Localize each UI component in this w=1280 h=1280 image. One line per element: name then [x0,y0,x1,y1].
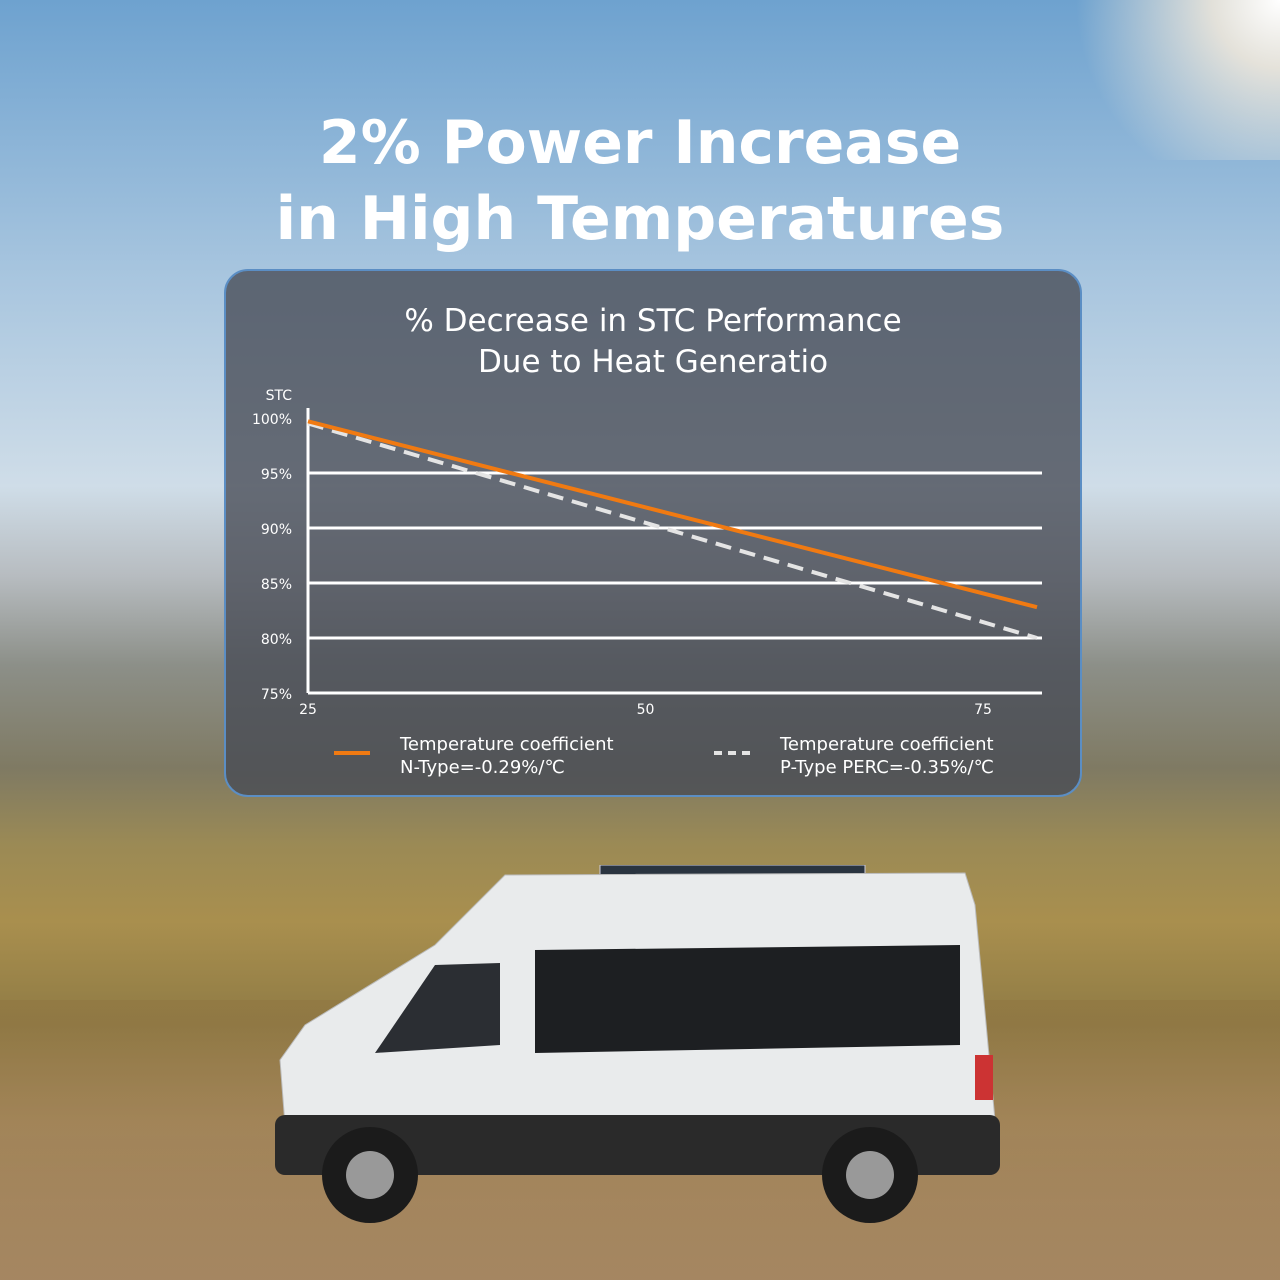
headline: 2% Power Increase in High Temperatures [0,105,1280,257]
series-line-n-type [307,419,1038,610]
chart-title: % Decrease in STC Performance Due to Hea… [226,301,1080,383]
legend-label: N-Type=-0.29%/℃ [400,757,565,778]
y-tick-label: 75% [261,687,292,703]
series-line-p-type [307,421,1038,640]
legend-label: P-Type PERC=-0.35%/℃ [780,757,994,778]
chart-title-line-1: % Decrease in STC Performance [404,303,902,339]
y-tick-label: 85% [261,577,292,593]
y-axis-label: STC [266,388,293,404]
legend-item-p-type: Temperature coefficient P-Type PERC=-0.3… [714,733,994,779]
headline-line-1: 2% Power Increase [318,108,962,178]
legend-item-n-type: Temperature coefficient N-Type=-0.29%/℃ [334,733,614,779]
legend-label: Temperature coefficient [780,734,994,755]
x-tick-label: 50 [637,702,655,718]
headline-line-2: in High Temperatures [275,184,1005,254]
camper-van-image [275,865,1000,1223]
sun-glare [1060,0,1280,160]
x-tick-label: 25 [299,702,317,718]
y-tick-label: 90% [261,522,292,538]
legend-label: Temperature coefficient [400,734,614,755]
line-chart: 100% 95% 90% 85% 80% 75% STC 25 50 75 [252,388,1042,718]
legend-swatch-solid [334,751,370,755]
chart-panel: % Decrease in STC Performance Due to Hea… [224,269,1082,797]
y-tick-label: 80% [261,632,292,648]
x-tick-label: 75 [974,702,992,718]
chart-title-line-2: Due to Heat Generatio [477,344,829,380]
y-tick-label: 100% [252,412,292,428]
legend-swatch-dashed [714,751,750,755]
y-tick-label: 95% [261,467,292,483]
